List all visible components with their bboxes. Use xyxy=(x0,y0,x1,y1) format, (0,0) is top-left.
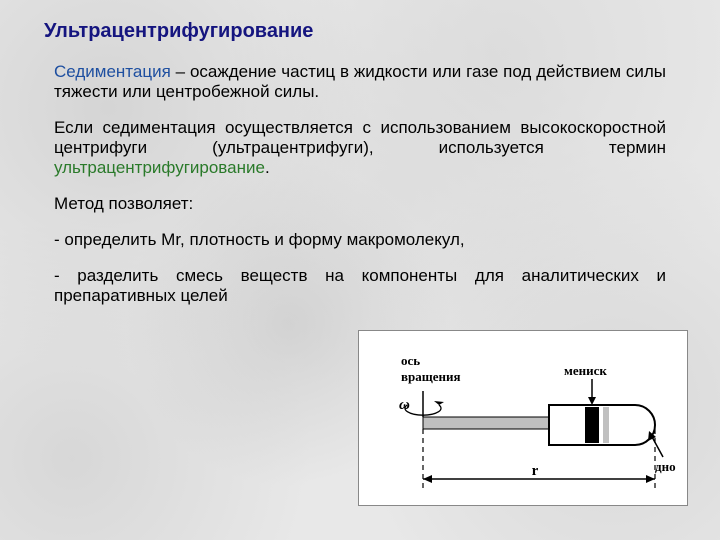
p2-b: . xyxy=(265,158,270,177)
sample-band xyxy=(603,407,609,443)
paragraph-bullet-1: - определить Mr, плотность и форму макро… xyxy=(54,230,666,250)
paragraph-bullet-2: - разделить смесь веществ на компоненты … xyxy=(54,266,666,306)
term-sedimentation: Седиментация xyxy=(54,62,171,81)
label-axis-1: ось xyxy=(401,353,420,368)
label-bottom: дно xyxy=(655,459,676,474)
p2-a: Если седиментация осуществляется с испол… xyxy=(54,118,666,157)
label-meniscus: мениск xyxy=(564,363,607,378)
rotation-arrowhead xyxy=(434,401,444,405)
diagram-svg: ось ω мениск дно r вращения xyxy=(359,331,687,505)
label-axis-2: вращения xyxy=(401,369,461,384)
r-arrowhead-right xyxy=(646,475,655,483)
meniscus-band xyxy=(585,407,599,443)
centrifuge-diagram: ось ω мениск дно r вращения xyxy=(358,330,688,506)
label-r: r xyxy=(532,463,539,479)
tube-outline xyxy=(549,405,655,445)
label-omega: ω xyxy=(399,397,410,413)
paragraph-sedimentation: Седиментация – осаждение частиц в жидкос… xyxy=(54,62,666,102)
paragraph-method-allows: Метод позволяет: xyxy=(54,194,666,214)
meniscus-arrowhead xyxy=(588,397,596,405)
term-ultracentrifugation: ультрацентрифугирование xyxy=(54,158,265,177)
paragraph-ultracentrifuge: Если седиментация осуществляется с испол… xyxy=(54,118,666,178)
body-content: Седиментация – осаждение частиц в жидкос… xyxy=(54,62,666,322)
page-title: Ультрацентрифугирование xyxy=(44,20,313,43)
shaft xyxy=(423,417,549,429)
r-arrowhead-left xyxy=(423,475,432,483)
